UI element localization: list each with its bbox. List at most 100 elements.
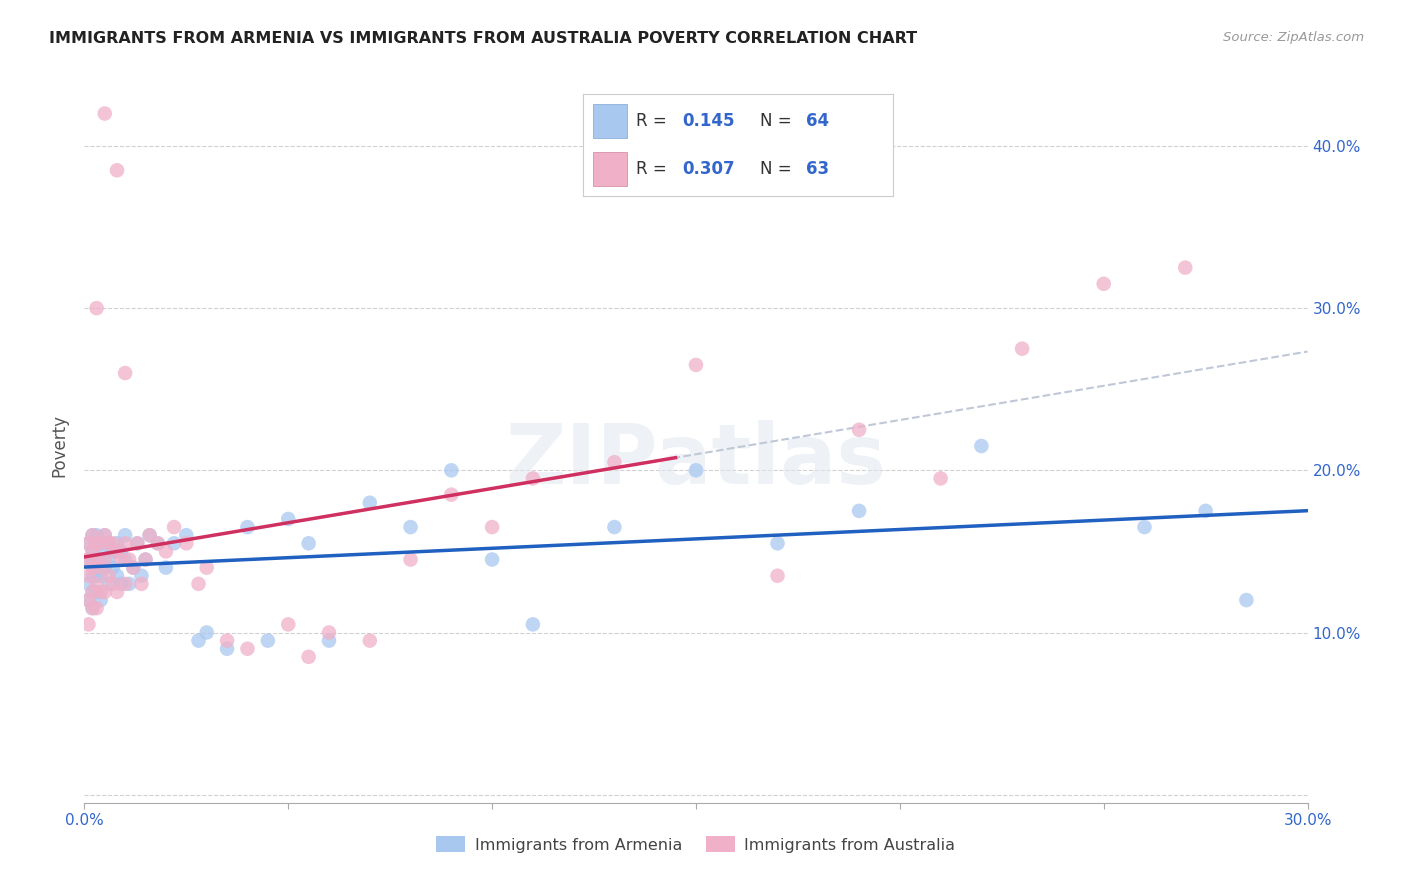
Point [82,585,104,599]
Point [82,544,104,558]
Point [277,617,299,632]
Point [481,552,503,566]
Point [766,568,789,582]
Point [236,641,259,656]
Point [122,560,145,574]
Point [685,358,707,372]
Point [110,552,132,566]
Point [522,617,544,632]
Point [298,649,321,664]
Point [82,552,104,566]
Point [101,544,124,558]
Point [187,577,209,591]
Point [970,439,993,453]
Point [174,536,197,550]
Point [146,536,169,550]
Point [217,641,239,656]
Point [187,633,209,648]
Text: R =: R = [636,160,672,178]
Point [77,552,100,566]
Point [101,560,124,574]
Point [82,601,104,615]
Point [1195,504,1218,518]
Legend: Immigrants from Armenia, Immigrants from Australia: Immigrants from Armenia, Immigrants from… [430,830,962,859]
Point [77,617,100,632]
Bar [593,153,627,186]
Point [110,577,132,591]
Point [522,471,544,485]
Point [217,633,239,648]
Point [318,633,340,648]
Point [77,593,100,607]
Point [766,536,789,550]
Point [114,536,136,550]
Point [440,463,463,477]
Point [82,528,104,542]
Point [163,520,186,534]
Point [82,601,104,615]
Point [114,552,136,566]
Point [101,536,124,550]
Point [86,528,108,542]
Point [105,568,128,582]
Point [97,536,120,550]
Point [399,552,422,566]
Point [86,585,108,599]
Point [138,528,160,542]
Point [1011,342,1033,356]
Point [163,536,186,550]
Point [122,560,145,574]
Point [318,625,340,640]
Point [848,504,870,518]
Point [77,552,100,566]
Point [93,528,115,542]
Point [298,536,321,550]
Point [86,577,108,591]
Text: ZIPatlas: ZIPatlas [506,420,886,500]
Y-axis label: Poverty: Poverty [51,415,69,477]
Point [93,552,115,566]
Point [90,585,112,599]
Point [97,568,120,582]
Point [105,544,128,558]
Point [82,528,104,542]
Text: R =: R = [636,112,672,130]
Point [127,536,149,550]
Point [82,544,104,558]
Point [97,536,120,550]
Point [93,544,115,558]
Point [603,520,626,534]
Point [174,528,197,542]
Point [481,520,503,534]
Point [1133,520,1156,534]
Point [97,552,120,566]
Point [118,577,141,591]
Text: N =: N = [759,112,797,130]
Point [90,593,112,607]
Point [131,577,153,591]
Point [440,488,463,502]
Point [236,520,259,534]
Point [195,625,218,640]
Point [93,528,115,542]
Point [1092,277,1115,291]
Point [195,560,218,574]
Point [90,560,112,574]
Point [77,577,100,591]
Point [77,536,100,550]
Point [135,552,157,566]
Point [93,585,115,599]
Point [93,560,115,574]
Point [685,463,707,477]
Point [155,560,177,574]
Point [90,536,112,550]
Point [359,633,381,648]
Point [101,577,124,591]
Point [86,536,108,550]
Point [90,568,112,582]
Point [86,601,108,615]
Point [929,471,952,485]
Point [1236,593,1258,607]
Text: N =: N = [759,160,797,178]
Point [97,577,120,591]
